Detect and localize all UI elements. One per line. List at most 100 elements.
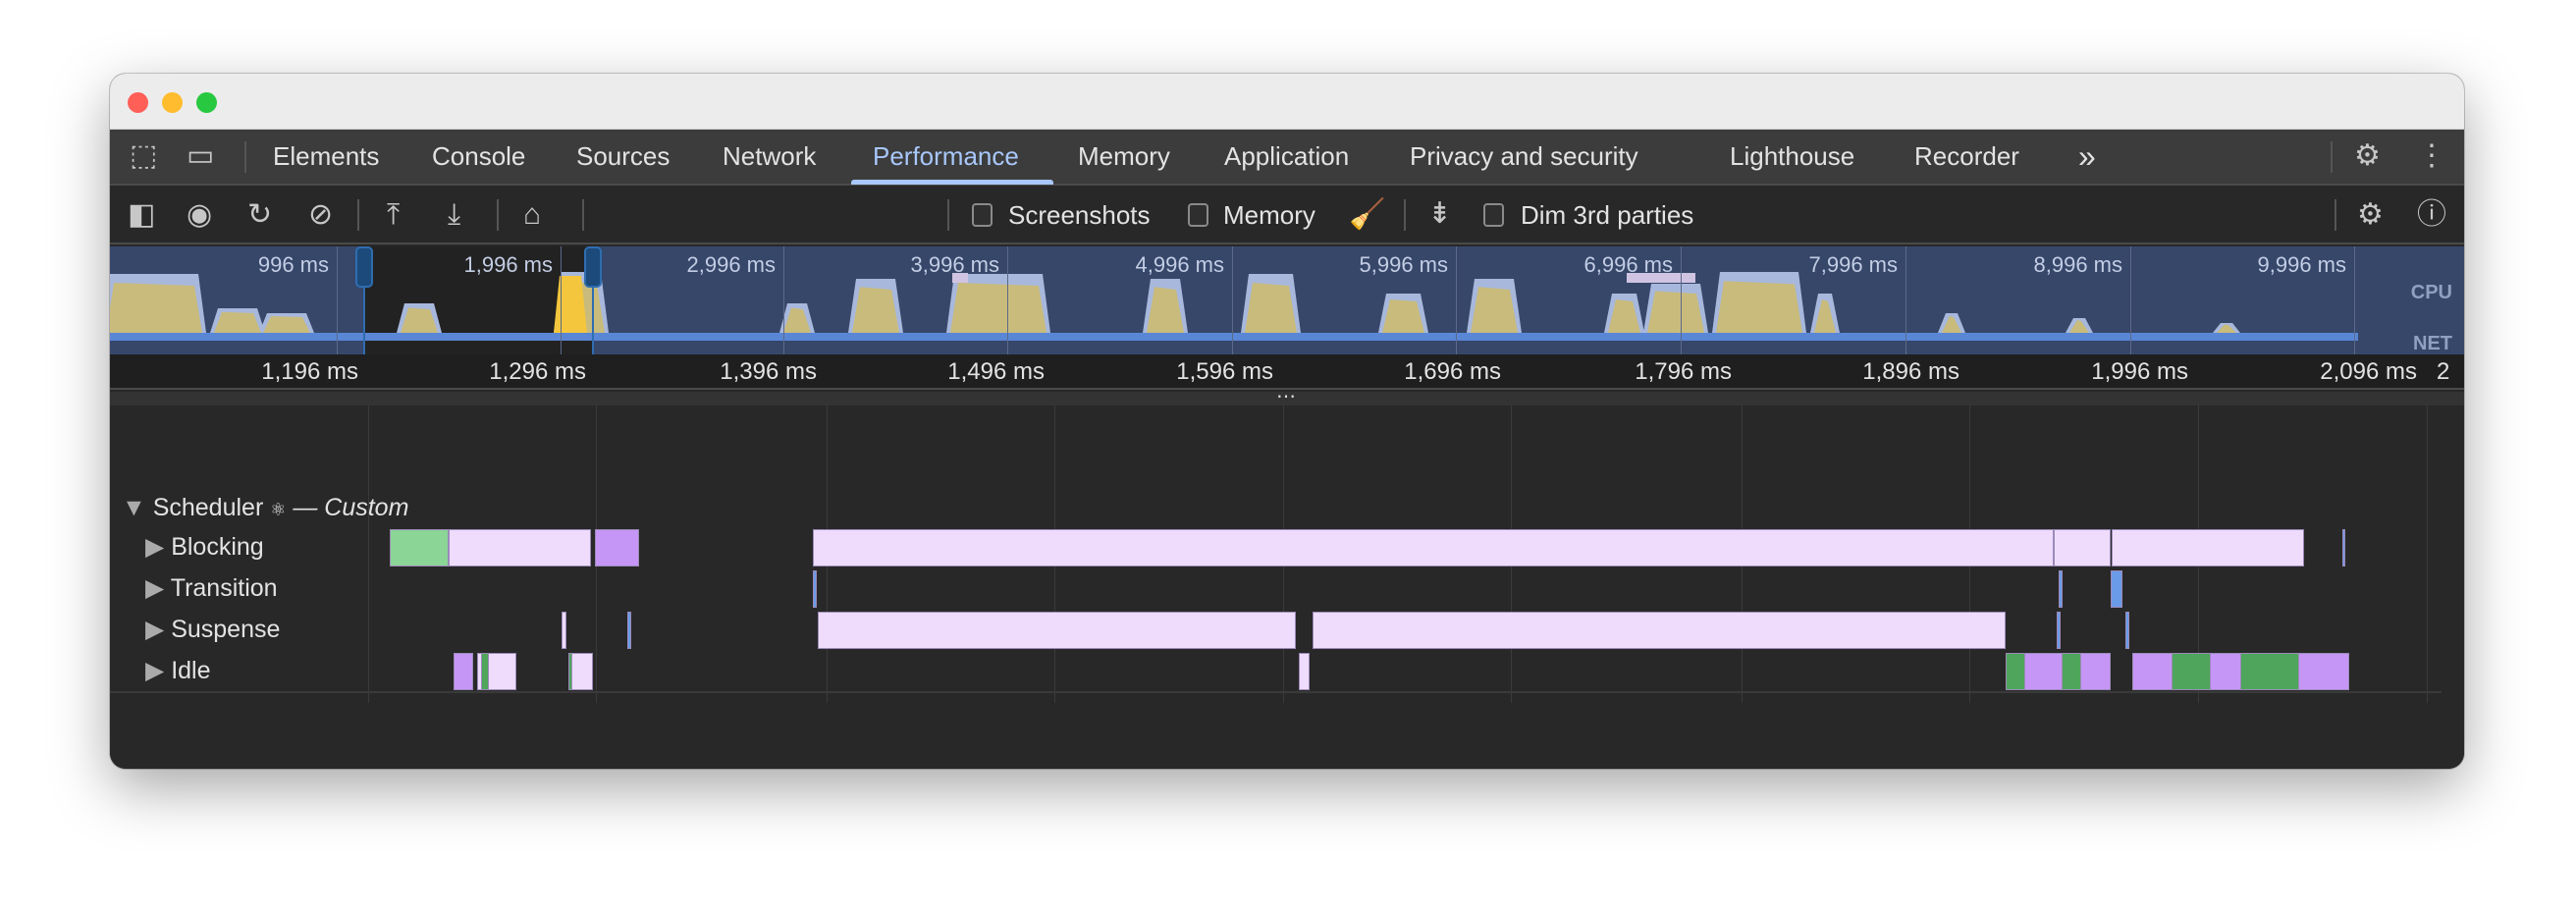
row-label: Transition [170,574,278,602]
overview-gridline [1681,246,1682,354]
row-label: Blocking [171,533,264,561]
screenshots-checkbox[interactable] [972,203,993,227]
more-tabs-icon[interactable]: » [2078,138,2096,174]
event-bar[interactable] [2172,653,2211,690]
cpu-scripting [1382,299,1424,333]
event-bar[interactable] [2111,570,2122,608]
settings-gear-icon[interactable]: ⚙ [2354,139,2381,172]
row-blocking[interactable]: ▶ Blocking [145,532,264,562]
row-idle[interactable]: ▶ Idle [145,656,211,685]
collapse-triangle-icon[interactable]: ▼ [122,494,146,521]
tab-console[interactable]: Console [432,141,526,171]
download-icon[interactable]: ⤓ [448,198,461,231]
inspect-element-icon[interactable]: ⬚ [130,139,158,172]
tab-network[interactable]: Network [723,141,817,171]
scheduler-track-header[interactable]: ▼ Scheduler ⚛ — Custom [122,494,408,522]
ruler-tick-label: 1,796 ms [1635,358,1732,385]
expand-triangle-icon[interactable]: ▶ [145,657,165,684]
event-bar[interactable] [2059,570,2063,608]
event-bar[interactable] [2240,653,2299,690]
garbage-collect-broom-icon[interactable]: 🧹 [1349,198,1386,231]
memory-checkbox[interactable] [1188,203,1208,227]
event-bar[interactable] [481,653,489,690]
event-bar[interactable] [2057,612,2061,649]
drag-handle-icon[interactable]: ⋯ [1276,386,1296,407]
timeline-overview[interactable]: 996 ms 1,996 ms 2,996 ms 3,996 ms 4,996 ms 5,… [110,246,2464,354]
toggle-sidebar-icon[interactable]: ◧ [128,198,156,231]
title-bar [110,74,2464,130]
row-label: Idle [171,657,211,684]
dim-3rd-parties-checkbox[interactable] [1483,203,1504,227]
event-bar[interactable] [813,529,2054,566]
ruler-tick-label: 2,096 ms [2320,358,2417,385]
cpu-scripting [1942,316,1961,333]
event-bar[interactable] [568,653,572,690]
zoom-button[interactable] [196,92,217,113]
event-bar[interactable] [813,570,817,608]
row-suspense[interactable]: ▶ Suspense [145,615,280,644]
event-bar[interactable] [562,612,566,649]
capture-settings-gear-icon[interactable]: ⚙ [2357,198,2384,231]
tab-privacy-security[interactable]: Privacy and security [1410,141,1638,171]
tab-memory[interactable]: Memory [1078,141,1170,171]
event-bar[interactable] [2006,653,2025,690]
ruler-tick-label: 1,696 ms [1404,358,1501,385]
event-bar[interactable] [1313,612,2006,649]
upload-icon[interactable]: ⤒ [387,198,401,231]
row-transition[interactable]: ▶ Transition [145,573,278,603]
overview-tick-label: 6,996 ms [1583,252,1674,277]
event-bar[interactable] [595,529,639,566]
event-bar[interactable] [627,612,631,649]
help-icon[interactable]: ⓘ [2417,198,2446,231]
collapse-icon[interactable]: ⇟ [1427,197,1453,230]
tab-performance[interactable]: Performance [873,141,1019,171]
event-bar[interactable] [454,653,473,690]
clear-icon[interactable]: ⊘ [308,198,334,231]
overview-tick-label: 2,996 ms [686,252,777,277]
tab-application[interactable]: Application [1224,141,1350,171]
dim-3rd-parties-label[interactable]: Dim 3rd parties [1521,200,1694,230]
event-bar[interactable] [818,612,1296,649]
overview-gridline [1007,246,1008,354]
cpu-scripting [1245,283,1297,333]
event-bar[interactable] [1299,653,1310,690]
event-bar[interactable] [2112,529,2304,566]
event-bar[interactable] [449,529,591,566]
ruler-tick-label: 1,996 ms [2091,358,2188,385]
expand-triangle-icon[interactable]: ▶ [145,616,165,643]
ruler-tick-label: 1,496 ms [947,358,1045,385]
tab-sources[interactable]: Sources [576,141,671,171]
home-icon[interactable]: ⌂ [523,198,542,231]
selection-right-handle[interactable] [584,246,602,288]
splitter[interactable]: ⋯ [110,386,2464,407]
event-bar[interactable] [2062,653,2081,690]
reload-record-icon[interactable]: ↻ [247,198,273,231]
cpu-scripting [263,316,310,333]
minimize-button[interactable] [162,92,183,113]
more-options-icon[interactable]: ⋮ [2417,139,2446,172]
cpu-label: CPU [2410,282,2452,303]
tab-recorder[interactable]: Recorder [1914,141,2019,171]
tab-elements[interactable]: Elements [273,141,380,171]
event-bar[interactable] [2125,612,2129,649]
tab-lighthouse[interactable]: Lighthouse [1730,141,1855,171]
ruler-tick-label: 1,896 ms [1862,358,1959,385]
event-bar[interactable] [2342,529,2345,566]
expand-triangle-icon[interactable]: ▶ [145,533,165,561]
react-icon: ⚛ [270,500,287,519]
cpu-scripting [852,287,899,333]
memory-label[interactable]: Memory [1223,200,1315,230]
net-label: NET [2413,333,2452,354]
expand-triangle-icon[interactable]: ▶ [145,574,165,602]
event-bar[interactable] [390,529,449,566]
screenshots-label[interactable]: Screenshots [1008,200,1151,230]
panel-tabs: ⬚ ▭ Elements Console Sources Network Per… [110,130,2464,186]
close-button[interactable] [128,92,148,113]
overview-tick-label: 3,996 ms [910,252,1000,277]
ruler-tick-label: 1,396 ms [720,358,817,385]
selection-left-handle[interactable] [355,246,373,288]
event-bar[interactable] [568,653,593,690]
record-icon[interactable]: ◉ [187,198,213,231]
device-toolbar-icon[interactable]: ▭ [187,139,215,172]
event-bar[interactable] [2054,529,2111,566]
